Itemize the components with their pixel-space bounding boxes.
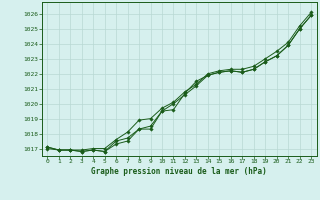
X-axis label: Graphe pression niveau de la mer (hPa): Graphe pression niveau de la mer (hPa) — [91, 167, 267, 176]
